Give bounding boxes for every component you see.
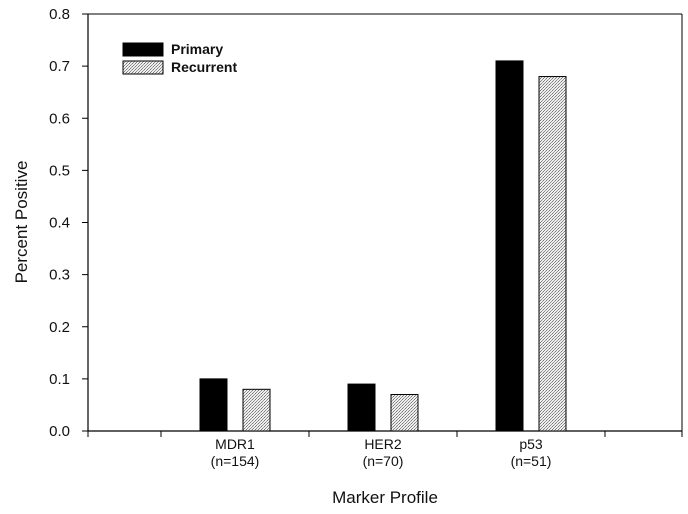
y-tick-label: 0.8 xyxy=(49,6,70,23)
category-count-label: (n=70) xyxy=(363,453,404,469)
bar-primary-her2 xyxy=(347,383,376,432)
y-tick-label: 0.0 xyxy=(49,423,70,440)
bar-primary-mdr1 xyxy=(199,378,228,432)
category-count-label: (n=154) xyxy=(211,453,260,469)
category-label: p53 xyxy=(519,436,543,452)
legend-swatch-recurrent xyxy=(122,60,164,75)
y-axis-title: Percent Positive xyxy=(12,161,31,284)
y-tick-label: 0.1 xyxy=(49,371,70,388)
bar-recurrent-her2 xyxy=(390,394,419,432)
category-count-label: (n=51) xyxy=(511,453,552,469)
y-tick-label: 0.5 xyxy=(49,162,70,179)
category-label: HER2 xyxy=(364,436,402,452)
y-tick-label: 0.6 xyxy=(49,110,70,127)
legend-swatch-primary xyxy=(122,42,164,57)
y-tick-label: 0.7 xyxy=(49,58,70,75)
y-tick-label: 0.2 xyxy=(49,319,70,336)
labels: 0.0 0.1 0.2 0.3 0.4 0.5 0.6 0.7 0.8 MDR1(n=154) HE… xyxy=(12,6,551,507)
bar-recurrent-mdr1 xyxy=(242,388,271,432)
category-label: MDR1 xyxy=(215,436,255,452)
legend-label-recurrent: Recurrent xyxy=(171,59,237,75)
x-axis-title: Marker Profile xyxy=(332,488,438,507)
y-tick-label: 0.3 xyxy=(49,267,70,284)
y-tick-label: 0.4 xyxy=(49,215,70,232)
bar-primary-p53 xyxy=(495,60,524,432)
bars xyxy=(199,60,567,432)
legend-label-primary: Primary xyxy=(171,41,223,57)
legend: Primary Recurrent xyxy=(122,41,237,75)
axes xyxy=(82,13,683,437)
bar-recurrent-p53 xyxy=(538,76,567,432)
